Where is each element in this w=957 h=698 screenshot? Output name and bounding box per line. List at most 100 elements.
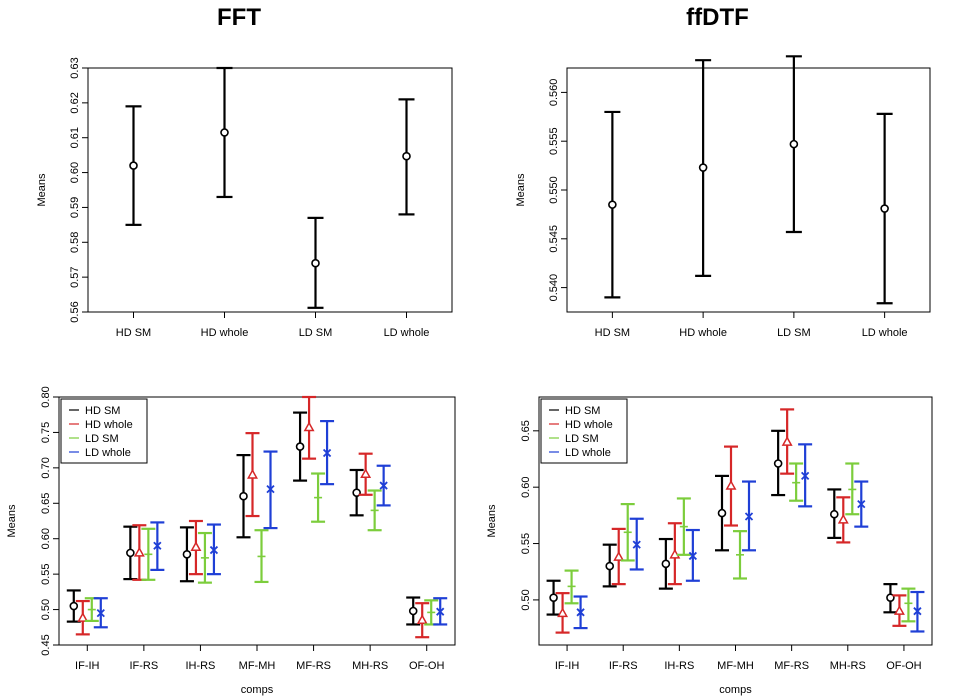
mean-point — [605, 561, 615, 571]
y-axis-label: Means — [36, 173, 48, 207]
legend: HD SM HD whole LD SM LD whole — [60, 398, 148, 464]
legend-label: HD whole — [85, 419, 133, 431]
y-tick-label: 0.550 — [548, 176, 560, 204]
series-means — [125, 66, 415, 309]
x-tick-label: LD SM — [299, 327, 333, 339]
x-tick-label: IF-RS — [129, 660, 158, 672]
mean-point — [303, 421, 315, 432]
legend-label: HD SM — [85, 405, 120, 417]
x-tick-label: HD SM — [595, 327, 630, 339]
mean-point — [613, 551, 625, 561]
x-tick-label: MH-RS — [830, 660, 866, 672]
x-tick-label: IF-IH — [75, 660, 99, 672]
y-tick-label: 0.50 — [40, 599, 52, 620]
mean-point — [153, 541, 162, 550]
y-axis-label: Means — [486, 504, 498, 538]
fft-title: FFT — [217, 4, 261, 31]
mean-point — [688, 551, 697, 561]
mean-point — [360, 468, 372, 478]
y-tick-label: 0.75 — [40, 422, 52, 443]
y-tick-label: 0.60 — [69, 162, 81, 183]
x-tick-label: IF-IH — [555, 660, 579, 672]
y-tick-label: 0.545 — [548, 225, 560, 253]
mean-point — [608, 200, 617, 209]
mean-point — [182, 550, 192, 559]
mean-point — [857, 499, 866, 509]
y-tick-label: 0.56 — [69, 301, 81, 322]
mean-point — [69, 601, 79, 611]
mean-point — [220, 128, 229, 137]
x-tick-label: HD whole — [201, 327, 249, 339]
y-tick-label: 0.59 — [69, 197, 81, 218]
mean-point — [829, 509, 839, 519]
mean-point — [402, 151, 411, 161]
y-tick-label: 0.60 — [520, 476, 532, 497]
mean-point — [789, 139, 799, 149]
x-tick-label: OF-OH — [886, 660, 921, 672]
y-tick-label: 0.55 — [520, 533, 532, 554]
x-tick-label: HD whole — [679, 327, 727, 339]
fft-bottom-plot: 0.45 0.50 0.55 0.60 0.65 0.70 0.75 0.80 Means IF-… — [6, 386, 456, 696]
y-tick-label: 0.55 — [40, 563, 52, 584]
series-hd-whole — [75, 395, 430, 639]
mean-point — [266, 484, 275, 494]
series-ld-sm — [564, 462, 916, 623]
y-tick-label: 0.65 — [520, 420, 532, 441]
x-tick-label: MH-RS — [352, 660, 388, 672]
mean-point — [698, 163, 708, 172]
y-tick-label: 0.560 — [548, 79, 560, 107]
mean-point — [661, 559, 671, 569]
mean-point — [96, 608, 105, 618]
mean-point — [129, 161, 138, 170]
series-hd-whole — [555, 408, 907, 634]
legend-label: LD whole — [85, 447, 131, 459]
legend-label: HD whole — [565, 419, 613, 431]
mean-point — [632, 540, 641, 549]
x-tick-label: IH-RS — [185, 660, 215, 672]
y-tick-label: 0.45 — [40, 634, 52, 655]
mean-point — [295, 442, 305, 451]
y-tick-label: 0.62 — [69, 92, 81, 113]
series-hd-sm — [546, 429, 898, 616]
mean-point — [311, 258, 320, 268]
mean-point — [436, 607, 445, 616]
x-tick-label: MF-MH — [717, 660, 754, 672]
mean-point — [247, 468, 258, 479]
x-tick-label: MF-MH — [239, 660, 276, 672]
legend-label: HD SM — [565, 405, 600, 417]
x-tick-label: LD whole — [384, 327, 430, 339]
mean-point — [408, 606, 418, 616]
mean-point — [913, 607, 922, 616]
x-tick-label: MF-RS — [296, 660, 331, 672]
legend-label: LD whole — [565, 447, 611, 459]
mean-point — [77, 612, 89, 622]
mean-point — [549, 593, 558, 602]
mean-point — [837, 513, 849, 524]
legend-label: LD SM — [85, 433, 119, 445]
mean-point — [322, 448, 332, 458]
y-axis-label: Means — [6, 504, 18, 538]
x-tick-label: LD whole — [862, 327, 908, 339]
y-tick-label: 0.57 — [69, 266, 81, 287]
mean-point — [239, 491, 248, 501]
series-ld-whole — [93, 419, 448, 629]
ffdtf-top-plot: 0.540 0.545 0.550 0.555 0.560 Means HD SM HD wh… — [515, 55, 931, 339]
x-tick-label: IF-RS — [609, 660, 638, 672]
y-tick-label: 0.555 — [548, 127, 560, 155]
mean-point — [576, 608, 585, 617]
legend: HD SM HD whole LD SM LD whole — [540, 398, 628, 464]
x-axis-label: comps — [241, 684, 274, 696]
mean-point — [352, 488, 361, 497]
mean-point — [880, 204, 889, 213]
y-tick-label: 0.58 — [69, 232, 81, 253]
y-tick-label: 0.61 — [69, 127, 81, 148]
y-tick-label: 0.80 — [40, 386, 52, 407]
x-axis-label: comps — [719, 684, 752, 696]
mean-point — [744, 512, 754, 521]
legend-label: LD SM — [565, 433, 599, 445]
plot-frame — [566, 67, 931, 313]
ffdtf-bottom-plot: 0.50 0.55 0.60 0.65 Means IF-IH IF-RS IH-RS MF-M… — [486, 396, 933, 696]
mean-point — [557, 607, 569, 618]
mean-point — [717, 508, 727, 518]
